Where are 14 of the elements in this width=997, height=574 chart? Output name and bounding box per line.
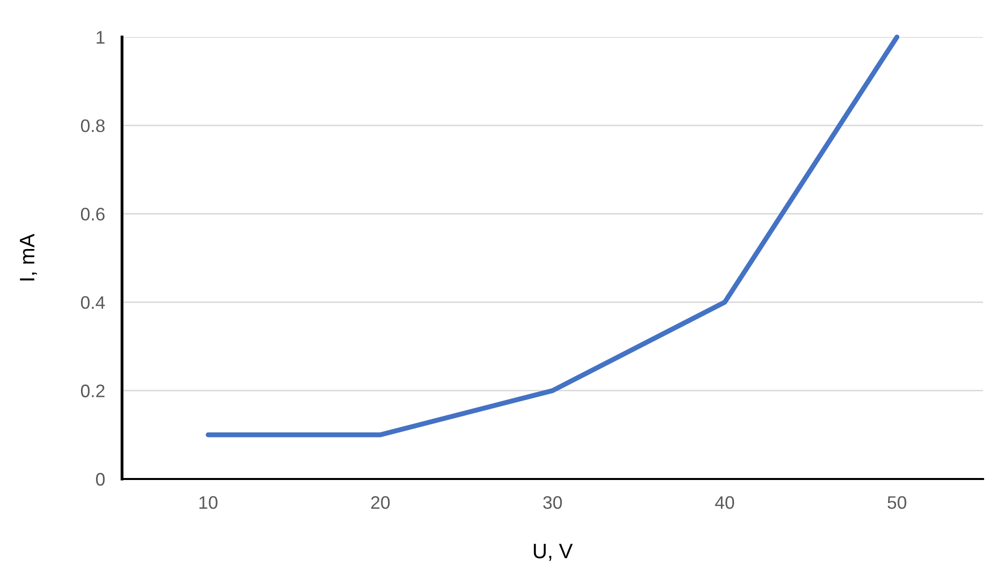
y-tick-label: 0 [96, 472, 105, 486]
x-tick-label: 40 [715, 496, 734, 509]
x-tick-label: 50 [888, 496, 906, 509]
y-tick-label: 0.6 [80, 208, 105, 221]
y-tick-label: 1 [96, 31, 104, 44]
x-axis-title: U, V [534, 544, 573, 561]
x-tick-label: 30 [543, 496, 562, 509]
y-tick-label: 0.2 [80, 384, 104, 398]
x-tick-label: 20 [371, 496, 390, 509]
x-tick-label: 10 [199, 496, 218, 509]
y-tick-label: 0.4 [80, 296, 105, 309]
y-tick-label: 0.8 [80, 119, 105, 132]
line-series [206, 34, 900, 438]
y-axis-title: I, mA [20, 234, 37, 280]
